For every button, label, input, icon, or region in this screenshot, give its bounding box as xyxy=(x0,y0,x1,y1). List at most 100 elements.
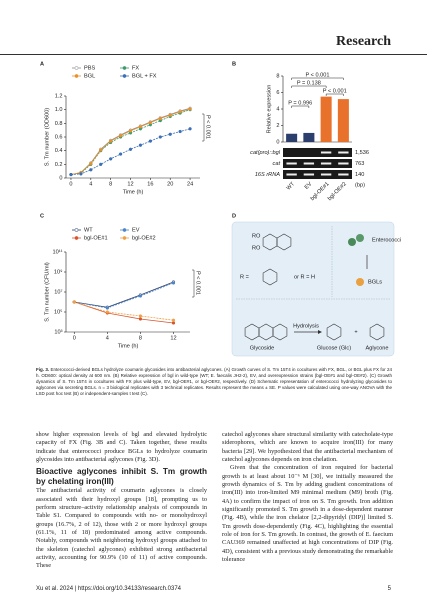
y-tick-label: 4 xyxy=(276,106,279,112)
legend-label: EV xyxy=(132,227,140,233)
data-point xyxy=(188,107,192,111)
header-rule xyxy=(0,54,427,55)
panel-letter: C xyxy=(40,213,44,219)
data-point xyxy=(168,132,172,136)
data-point xyxy=(128,147,133,151)
gel-band xyxy=(338,151,349,154)
series-line xyxy=(74,281,174,308)
gel-size-label: 140 xyxy=(355,172,364,178)
y-tick-label: 10¹¹ xyxy=(53,249,63,255)
x-tick-label: 16 xyxy=(147,181,153,187)
legend-marker xyxy=(74,236,79,240)
gel-band xyxy=(320,173,332,176)
data-point xyxy=(128,129,133,133)
data-point xyxy=(158,116,162,121)
gel-row-label: cat xyxy=(273,161,281,167)
legend-label: WT xyxy=(84,227,93,233)
significance-bracket xyxy=(291,105,310,108)
data-point xyxy=(188,127,192,131)
paragraph: Given that the concentration of iron req… xyxy=(222,464,393,564)
series-line xyxy=(74,301,174,321)
legend-marker xyxy=(74,74,79,78)
diagram-label: or R = H xyxy=(294,274,315,280)
diagram-label: Enterococci xyxy=(372,237,401,243)
y-axis-label: Relative expression xyxy=(266,85,272,134)
x-tick-label: 8 xyxy=(139,335,142,341)
legend-label: BGL + FX xyxy=(132,73,157,79)
caption: Fig. 3. Enterococci-derived BGLs hydroly… xyxy=(36,367,392,397)
data-point xyxy=(99,148,103,152)
legend-label: FX xyxy=(132,65,139,71)
bacteria xyxy=(348,238,356,246)
x-tick-label: 12 xyxy=(170,335,176,341)
legend-marker xyxy=(122,74,127,78)
y-tick-label: 10⁷ xyxy=(54,288,62,295)
diagram-label: RO xyxy=(252,245,261,251)
x-axis-label: Time (h) xyxy=(123,189,144,195)
series-line xyxy=(74,301,174,324)
annotation: P = 0.138 xyxy=(297,80,321,86)
data-point xyxy=(105,310,109,314)
y-axis-label: S. Tm number (CFU/ml) xyxy=(44,262,50,322)
diagram-label: RO xyxy=(252,233,261,239)
y-tick-label: 0.8 xyxy=(55,121,63,127)
legend-marker xyxy=(122,66,127,70)
y-tick-label: 2 xyxy=(276,123,279,129)
annotation: P < 0.001 xyxy=(323,88,347,94)
x-tick-label: 20 xyxy=(167,181,173,187)
bacteria xyxy=(356,234,364,242)
data-point xyxy=(118,133,123,138)
paragraph: show higher expression levels of bgl and… xyxy=(36,431,207,464)
diagram-label: Glucose (Glc) xyxy=(317,345,351,351)
y-tick-label: 6 xyxy=(276,90,279,96)
annotation: P < 0.001 xyxy=(195,271,201,295)
panel-letter: A xyxy=(40,61,44,67)
journal-name: Research xyxy=(336,34,391,49)
plus-sign: + xyxy=(354,329,357,335)
gel-strip xyxy=(283,148,352,157)
data-point xyxy=(72,300,76,304)
gel-row-label: 16S rRNA xyxy=(255,172,280,178)
annotation: P < 0.001 xyxy=(205,115,211,139)
data-point xyxy=(109,157,113,161)
significance-bracket xyxy=(325,93,344,96)
bar xyxy=(320,96,332,142)
significance-bracket xyxy=(192,269,195,298)
bar xyxy=(286,133,298,142)
ring xyxy=(272,323,288,341)
y-tick-label: 0.6 xyxy=(55,134,63,140)
diagram-label: R = xyxy=(240,274,249,280)
gel-band xyxy=(286,173,297,176)
data-point xyxy=(99,162,103,166)
left-column: show higher expression levels of bgl and… xyxy=(36,431,207,571)
x-tick-label: 8 xyxy=(109,181,112,187)
y-tick-label: 10⁹ xyxy=(54,268,63,275)
y-tick-label: 10³ xyxy=(54,329,62,335)
legend-label: bgl-OE#1 xyxy=(84,235,108,241)
footer-citation: Xu et al. 2024 | https://doi.org/10.3413… xyxy=(36,586,181,592)
annotation: P < 0.001 xyxy=(305,72,329,78)
data-point xyxy=(178,129,182,134)
x-tick-label: 4 xyxy=(89,181,92,187)
data-point xyxy=(148,139,153,143)
data-point xyxy=(138,314,143,318)
panel-letter: B xyxy=(232,61,236,67)
gel-band xyxy=(303,173,315,176)
right-column: catechol aglycones share structural simi… xyxy=(222,431,393,565)
paragraph: catechol aglycones share structural simi… xyxy=(222,431,393,464)
bar xyxy=(337,99,349,142)
caption-text: Enterococci-derived BGLs hydrolyze couma… xyxy=(36,367,392,396)
enzyme xyxy=(356,278,364,286)
diagram-label: Aglycone xyxy=(365,345,388,351)
gel-band xyxy=(338,162,349,165)
data-point xyxy=(109,139,113,143)
sugar-ring xyxy=(326,323,342,341)
y-axis-label: S. Tm number (OD600) xyxy=(44,108,50,166)
diagram-label: Glycoside xyxy=(250,345,275,351)
gel-band xyxy=(320,162,332,165)
gel-size-label: 763 xyxy=(355,161,364,167)
data-point xyxy=(138,294,143,298)
gel-band xyxy=(286,162,297,165)
